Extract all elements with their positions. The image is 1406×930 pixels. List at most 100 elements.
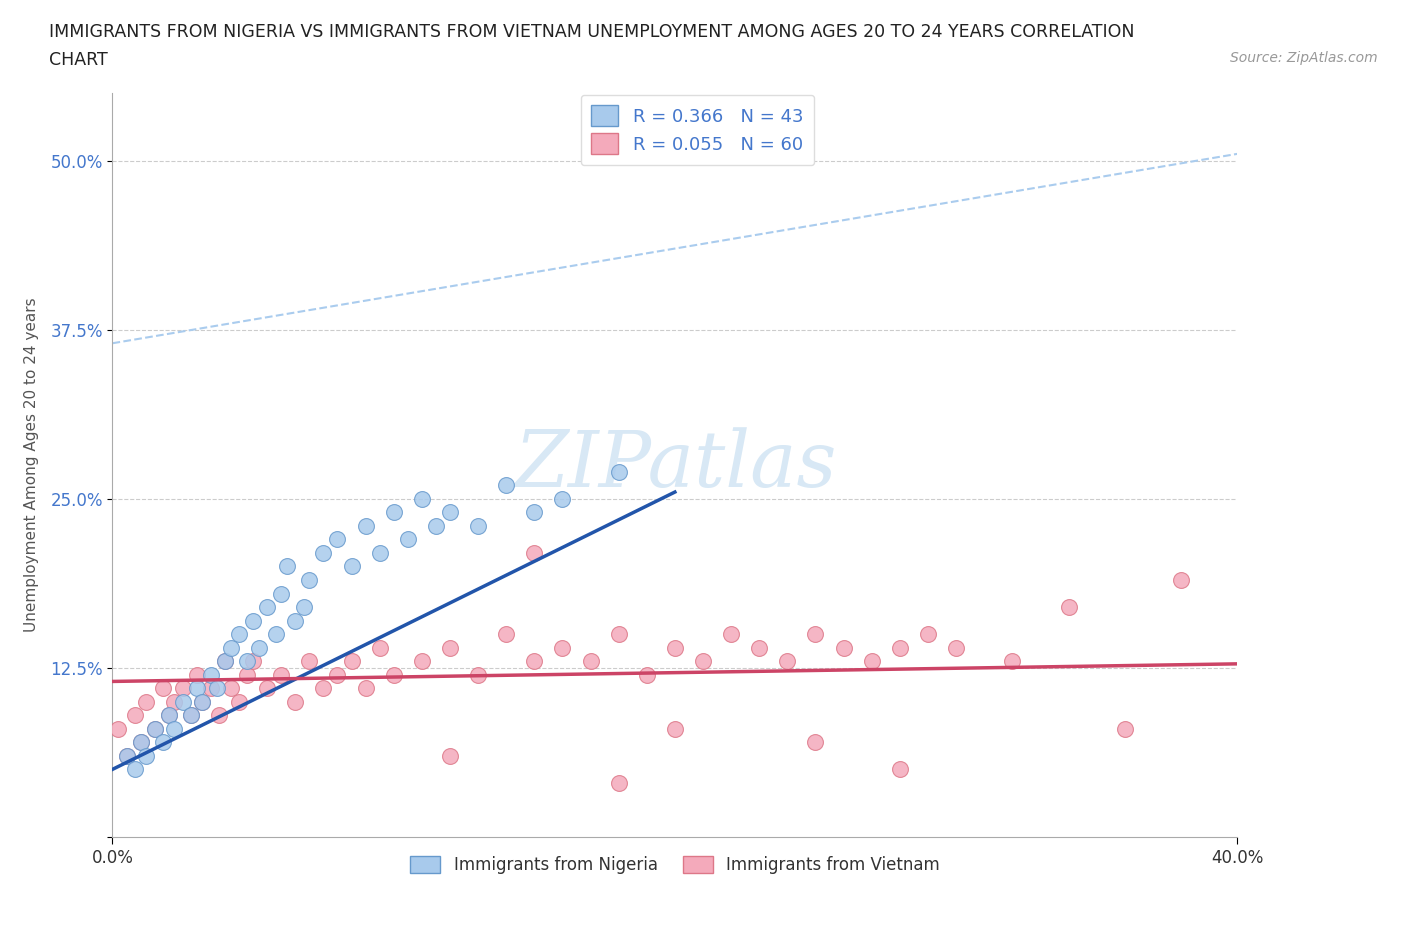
Point [439, 640, 461, 655]
Point [163, 695, 186, 710]
Point [439, 505, 461, 520]
Point [340, 559, 363, 574]
Point [236, 654, 259, 669]
Point [607, 464, 630, 479]
Point [180, 708, 202, 723]
Point [945, 640, 967, 655]
Point [292, 600, 315, 615]
Point [256, 681, 278, 696]
Point [205, 681, 228, 696]
Point [664, 722, 686, 737]
Point [228, 627, 250, 642]
Point [832, 640, 855, 655]
Point [115, 749, 138, 764]
Point [115, 749, 138, 764]
Point [256, 600, 278, 615]
Point [748, 640, 770, 655]
Point [200, 667, 222, 682]
Point [326, 667, 349, 682]
Legend: Immigrants from Nigeria, Immigrants from Vietnam: Immigrants from Nigeria, Immigrants from… [404, 849, 946, 881]
Point [411, 654, 433, 669]
Point [191, 695, 214, 710]
Point [180, 708, 202, 723]
Point [889, 640, 911, 655]
Point [219, 640, 242, 655]
Point [247, 640, 270, 655]
Point [143, 722, 166, 737]
Point [107, 722, 129, 737]
Point [129, 735, 152, 750]
Point [439, 749, 461, 764]
Point [467, 59, 489, 73]
Point [228, 695, 250, 710]
Point [382, 505, 405, 520]
Point [396, 532, 419, 547]
Point [1114, 722, 1136, 737]
Point [172, 695, 194, 710]
Point [242, 654, 264, 669]
Point [276, 559, 298, 574]
Point [523, 654, 546, 669]
Point [425, 518, 447, 533]
Point [354, 681, 377, 696]
Point [186, 667, 208, 682]
Point [804, 627, 827, 642]
Point [270, 586, 292, 601]
Y-axis label: Unemployment Among Ages 20 to 24 years: Unemployment Among Ages 20 to 24 years [24, 298, 39, 632]
Point [523, 546, 546, 561]
Point [152, 735, 174, 750]
Point [551, 491, 574, 506]
Point [1170, 573, 1192, 588]
Point [214, 654, 236, 669]
Point [163, 722, 186, 737]
Point [467, 518, 489, 533]
Point [242, 613, 264, 628]
Point [186, 681, 208, 696]
Point [298, 654, 321, 669]
Point [889, 762, 911, 777]
Point [157, 708, 180, 723]
Point [208, 708, 231, 723]
Point [495, 627, 517, 642]
Point [270, 667, 292, 682]
Point [636, 667, 658, 682]
Text: CHART: CHART [49, 51, 108, 69]
Text: IMMIGRANTS FROM NIGERIA VS IMMIGRANTS FROM VIETNAM UNEMPLOYMENT AMONG AGES 20 TO: IMMIGRANTS FROM NIGERIA VS IMMIGRANTS FR… [49, 23, 1135, 41]
Point [143, 722, 166, 737]
Point [157, 708, 180, 723]
Point [284, 695, 307, 710]
Point [191, 695, 214, 710]
Point [354, 518, 377, 533]
Point [523, 505, 546, 520]
Point [1057, 600, 1080, 615]
Point [340, 654, 363, 669]
Point [579, 654, 602, 669]
Text: Source: ZipAtlas.com: Source: ZipAtlas.com [1230, 51, 1378, 65]
Point [1001, 654, 1024, 669]
Point [312, 681, 335, 696]
Point [368, 640, 391, 655]
Point [172, 681, 194, 696]
Point [219, 681, 242, 696]
Point [298, 573, 321, 588]
Point [135, 749, 157, 764]
Point [776, 654, 799, 669]
Point [284, 613, 307, 628]
Point [312, 546, 335, 561]
Point [495, 478, 517, 493]
Point [467, 667, 489, 682]
Point [129, 735, 152, 750]
Point [382, 667, 405, 682]
Point [124, 708, 146, 723]
Point [214, 654, 236, 669]
Point [664, 640, 686, 655]
Text: ZIPatlas: ZIPatlas [513, 427, 837, 503]
Point [917, 627, 939, 642]
Point [368, 546, 391, 561]
Point [692, 654, 714, 669]
Point [607, 627, 630, 642]
Point [326, 532, 349, 547]
Point [804, 735, 827, 750]
Point [152, 681, 174, 696]
Point [236, 667, 259, 682]
